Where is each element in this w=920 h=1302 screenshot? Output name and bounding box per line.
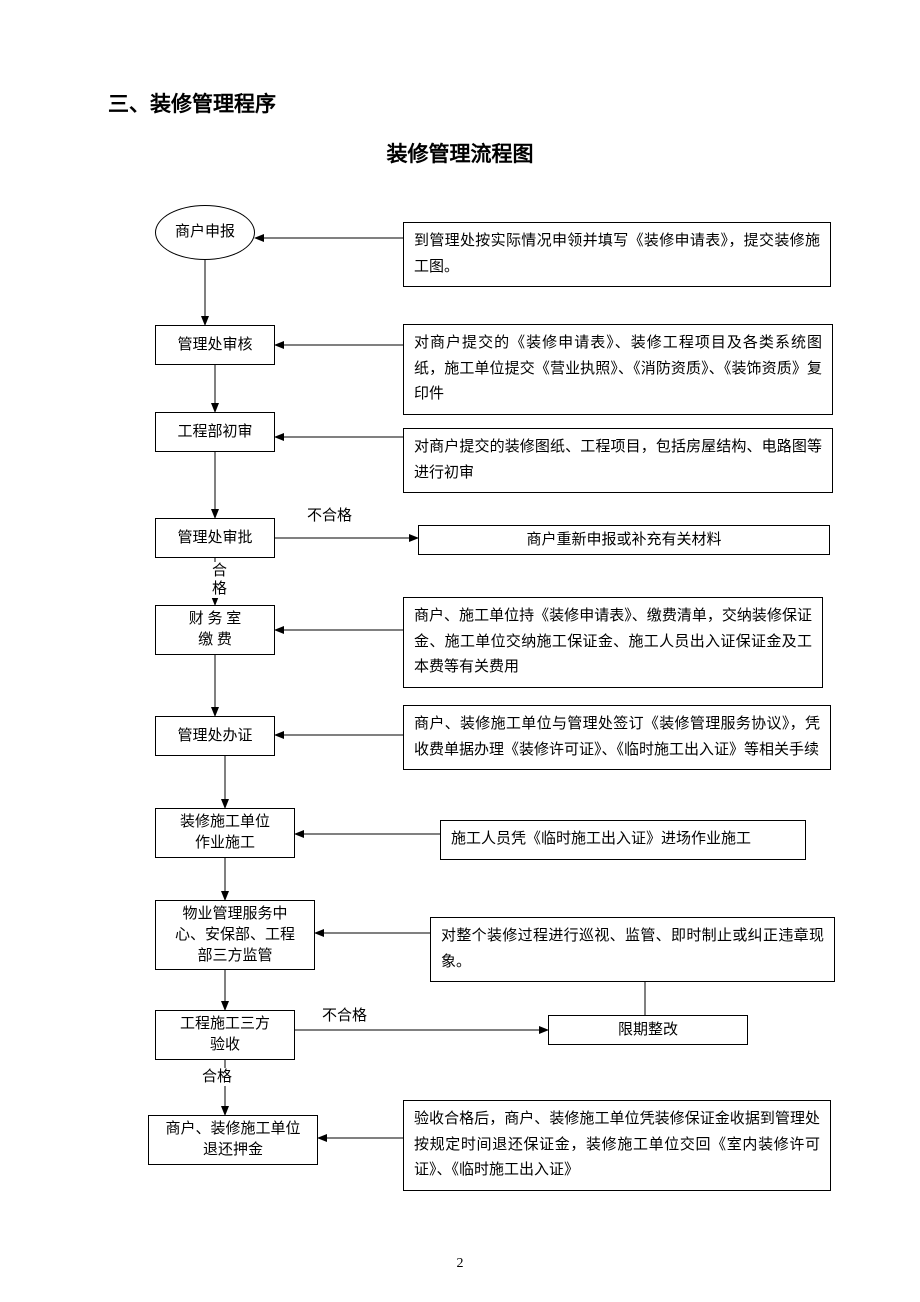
chart-title: 装修管理流程图 (0, 138, 920, 168)
edge-label-l4_pass: 合 格 (210, 562, 229, 598)
edge-label-l9_fail: 不合格 (320, 1007, 369, 1025)
edge-label-l4_fail: 不合格 (305, 507, 354, 525)
flowchart-node-n5: 财 务 室 缴 费 (155, 605, 275, 655)
flowchart-node-n3: 工程部初审 (155, 412, 275, 452)
flowchart-desc-desc3: 对商户提交的装修图纸、工程项目，包括房屋结构、电路图等进行初审 (403, 428, 833, 493)
flowchart-desc-desc7: 施工人员凭《临时施工出入证》进场作业施工 (440, 820, 806, 860)
flowchart-desc-desc8: 对整个装修过程进行巡视、监管、即时制止或纠正违章现象。 (430, 917, 835, 982)
flowchart-node-n1: 商户申报 (155, 205, 255, 260)
flowchart-desc-desc10: 验收合格后，商户、装修施工单位凭装修保证金收据到管理处按规定时间退还保证金，装修… (403, 1100, 831, 1191)
edge-label-l9_pass: 合格 (200, 1068, 234, 1086)
flowchart-desc-desc6: 商户、装修施工单位与管理处签订《装修管理服务协议》，凭收费单据办理《装修许可证》… (403, 705, 831, 770)
flowchart-node-d9r: 限期整改 (548, 1015, 748, 1045)
flowchart-node-n10: 商户、装修施工单位 退还押金 (148, 1115, 318, 1165)
section-heading: 三、装修管理程序 (108, 88, 276, 118)
flowchart-node-n9: 工程施工三方 验收 (155, 1010, 295, 1060)
flowchart-node-n6: 管理处办证 (155, 716, 275, 756)
flowchart-desc-desc1: 到管理处按实际情况申领并填写《装修申请表》，提交装修施工图。 (403, 222, 831, 287)
flowchart-node-n4: 管理处审批 (155, 518, 275, 558)
flowchart-desc-desc5: 商户、施工单位持《装修申请表》、缴费清单，交纳装修保证金、施工单位交纳施工保证金… (403, 597, 823, 688)
flowchart-node-n2: 管理处审核 (155, 325, 275, 365)
flowchart-node-n7: 装修施工单位 作业施工 (155, 808, 295, 858)
flowchart-node-d4r: 商户重新申报或补充有关材料 (418, 525, 830, 555)
page-number: 2 (0, 1256, 920, 1272)
flowchart-node-n8: 物业管理服务中 心、安保部、工程 部三方监管 (155, 900, 315, 970)
flowchart-desc-desc2: 对商户提交的《装修申请表》、装修工程项目及各类系统图纸，施工单位提交《营业执照》… (403, 324, 833, 415)
